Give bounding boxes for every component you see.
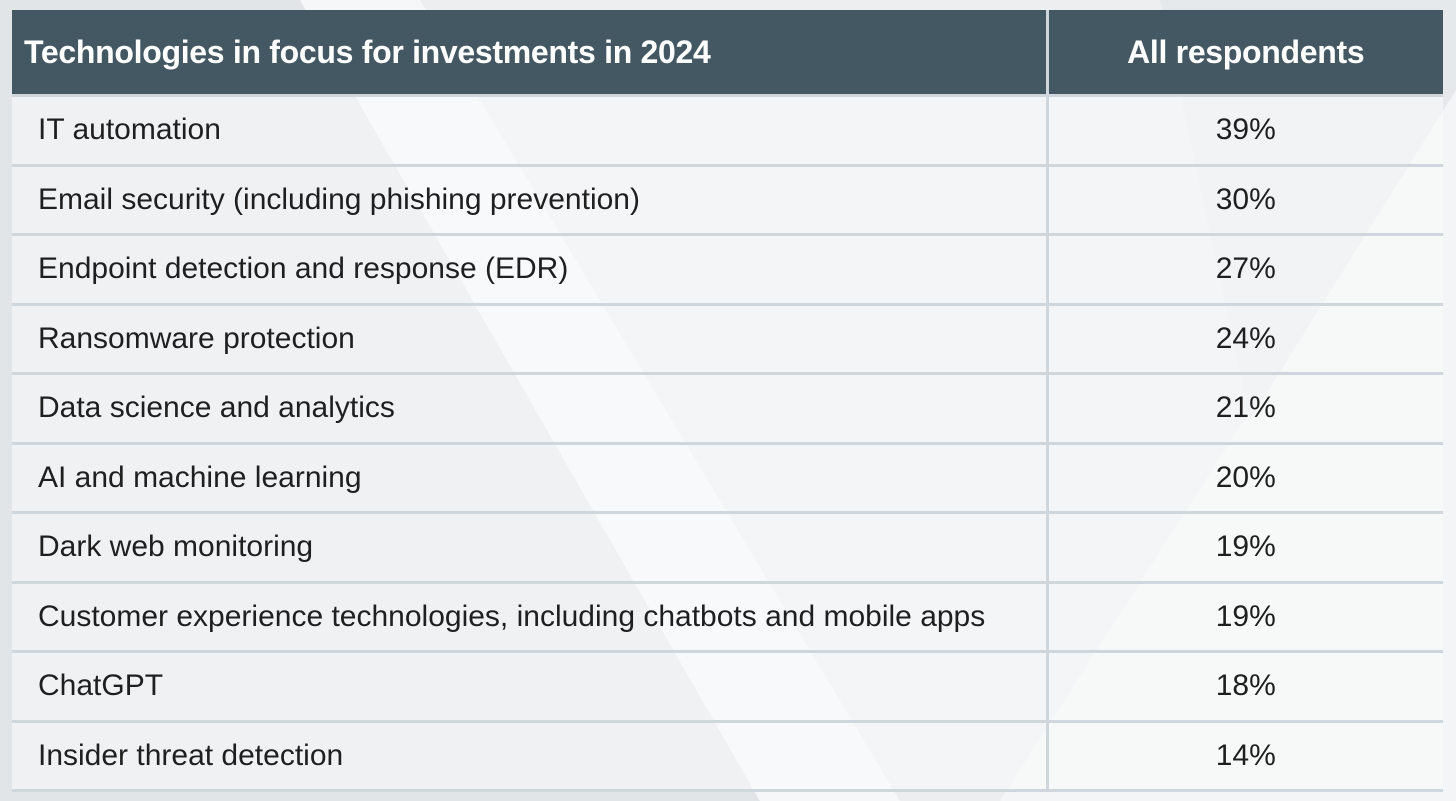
value-cell: 20% xyxy=(1047,441,1443,513)
table-row: IT automation 39% xyxy=(12,94,1443,165)
table-row: Email security (including phishing preve… xyxy=(12,163,1443,235)
value-cell: 27% xyxy=(1047,233,1443,304)
technology-cell: Dark web monitoring xyxy=(12,511,1049,582)
technology-cell: IT automation xyxy=(12,94,1049,165)
table-row: AI and machine learning 20% xyxy=(12,441,1443,513)
investment-table: Technologies in focus for investments in… xyxy=(12,10,1443,792)
value-cell: 18% xyxy=(1047,650,1443,721)
table-row: Ransomware protection 24% xyxy=(12,302,1443,374)
table-row: Data science and analytics 21% xyxy=(12,372,1443,443)
value-cell: 24% xyxy=(1047,302,1443,374)
technology-cell: Email security (including phishing preve… xyxy=(12,163,1049,235)
table-row: Customer experience technologies, includ… xyxy=(12,580,1443,652)
technology-cell: Insider threat detection xyxy=(12,719,1049,792)
technology-cell: Endpoint detection and response (EDR) xyxy=(12,233,1049,304)
header-all-respondents: All respondents xyxy=(1047,10,1443,96)
table-row: Dark web monitoring 19% xyxy=(12,511,1443,582)
value-cell: 14% xyxy=(1047,719,1443,792)
table-row: ChatGPT 18% xyxy=(12,650,1443,721)
table-row: Insider threat detection 14% xyxy=(12,719,1443,792)
value-cell: 30% xyxy=(1047,163,1443,235)
header-technologies: Technologies in focus for investments in… xyxy=(12,10,1049,96)
technology-cell: Ransomware protection xyxy=(12,302,1049,374)
value-cell: 19% xyxy=(1047,580,1443,652)
technology-cell: Data science and analytics xyxy=(12,372,1049,443)
investment-table-container: Technologies in focus for investments in… xyxy=(12,10,1443,792)
value-cell: 21% xyxy=(1047,372,1443,443)
technology-cell: AI and machine learning xyxy=(12,441,1049,513)
table-row: Endpoint detection and response (EDR) 27… xyxy=(12,233,1443,304)
value-cell: 39% xyxy=(1047,94,1443,165)
technology-cell: Customer experience technologies, includ… xyxy=(12,580,1049,652)
technology-cell: ChatGPT xyxy=(12,650,1049,721)
table-header-row: Technologies in focus for investments in… xyxy=(12,10,1443,96)
value-cell: 19% xyxy=(1047,511,1443,582)
